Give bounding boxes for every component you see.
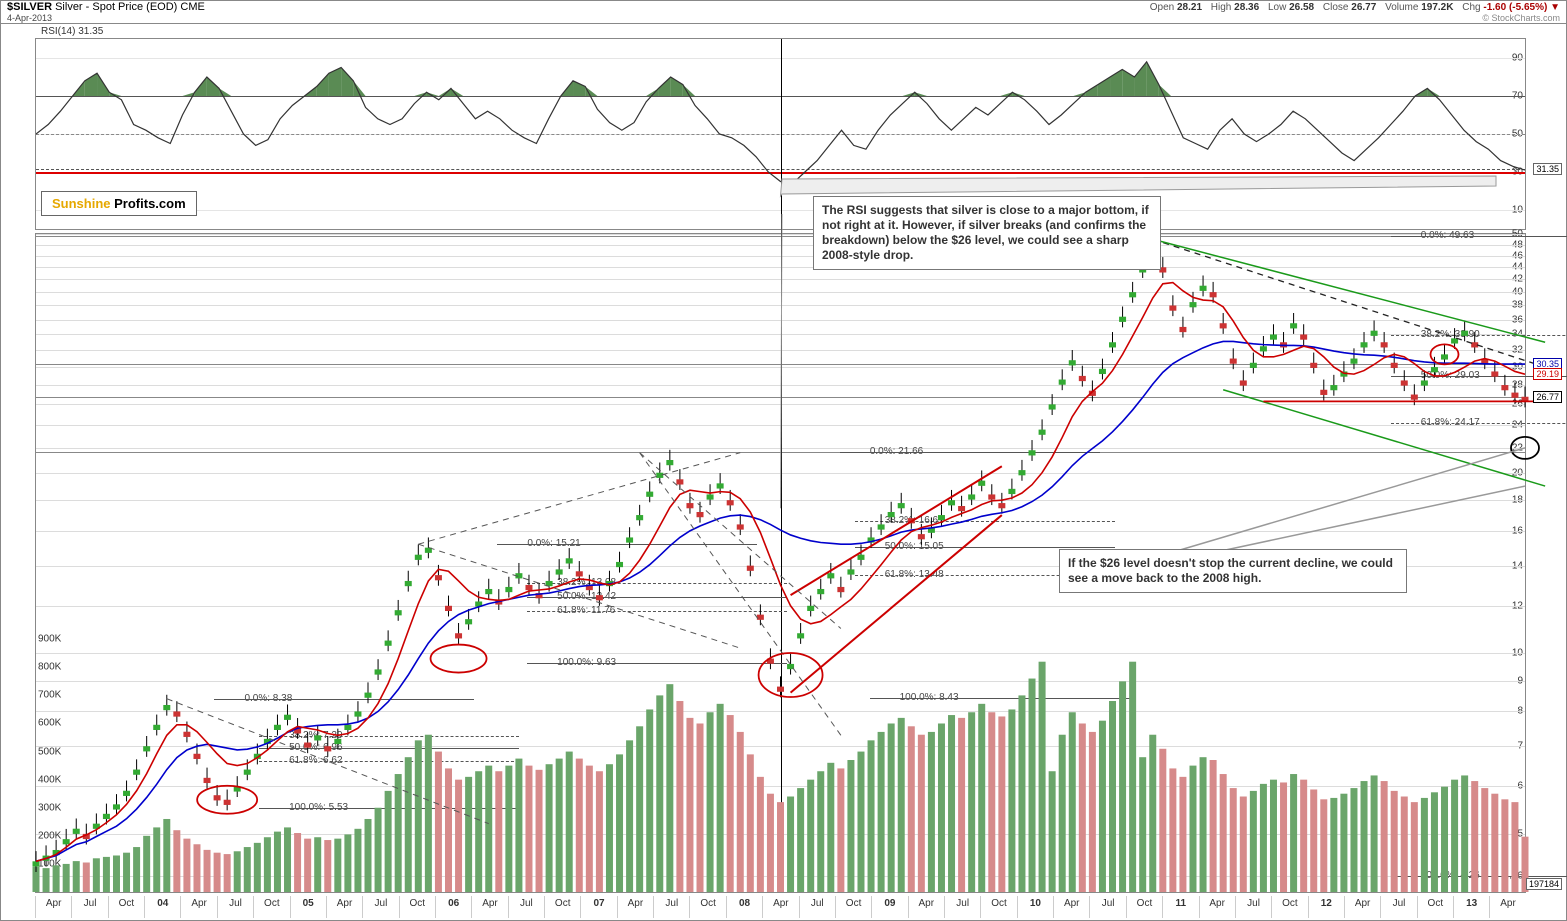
x-tick: Oct: [544, 896, 580, 918]
x-tick: 10: [1017, 896, 1053, 918]
x-tick: Jul: [944, 896, 980, 918]
x-tick: Apr: [617, 896, 653, 918]
x-tick: 07: [580, 896, 616, 918]
x-tick: Jul: [362, 896, 398, 918]
x-tick: Jul: [1089, 896, 1125, 918]
logo-watermark: Sunshine Profits.com: [41, 191, 197, 216]
x-tick: 11: [1162, 896, 1198, 918]
high-value: 28.36: [1234, 2, 1259, 13]
x-tick: Apr: [762, 896, 798, 918]
x-tick: Jul: [508, 896, 544, 918]
x-tick: Apr: [35, 896, 71, 918]
rsi-label: RSI(14): [41, 26, 75, 37]
x-tick: Apr: [908, 896, 944, 918]
ohlc-readout: Open 28.21 High 28.36 Low 26.58 Close 26…: [1150, 2, 1560, 23]
symbol-label: $SILVER: [7, 1, 52, 13]
close-value: 26.77: [1351, 2, 1376, 13]
chart-date: 4-Apr-2013: [7, 13, 205, 23]
x-tick: Oct: [835, 896, 871, 918]
x-tick: Oct: [399, 896, 435, 918]
x-tick: Jul: [653, 896, 689, 918]
rsi-legend: RSI(14) 31.35: [41, 26, 103, 37]
x-tick: Jul: [1235, 896, 1271, 918]
x-tick: Oct: [253, 896, 289, 918]
annotation-rsi-bottom: The RSI suggests that silver is close to…: [813, 196, 1161, 270]
chart-frame: $SILVER Silver - Spot Price (EOD) CME 4-…: [0, 0, 1567, 921]
x-tick: 05: [290, 896, 326, 918]
logo-part2: Profits.com: [111, 196, 186, 211]
x-tick: 13: [1453, 896, 1489, 918]
x-tick: Oct: [980, 896, 1016, 918]
chg-value: -1.60: [1483, 2, 1506, 13]
x-tick: 12: [1308, 896, 1344, 918]
x-tick: Apr: [471, 896, 507, 918]
x-tick: Apr: [1199, 896, 1235, 918]
low-value: 26.58: [1289, 2, 1314, 13]
volume-value: 197.2K: [1421, 2, 1453, 13]
chart-header: $SILVER Silver - Spot Price (EOD) CME 4-…: [1, 1, 1566, 24]
x-tick: Oct: [1126, 896, 1162, 918]
x-tick: 08: [726, 896, 762, 918]
x-tick: Oct: [689, 896, 725, 918]
x-tick: Oct: [1271, 896, 1307, 918]
x-tick: 04: [144, 896, 180, 918]
chg-pct-value: (-5.65%): [1509, 2, 1547, 13]
x-axis: AprJulOct04AprJulOct05AprJulOct06AprJulO…: [35, 896, 1526, 918]
x-tick: Apr: [1489, 896, 1525, 918]
source-label: © StockCharts.com: [1150, 13, 1560, 23]
x-tick: Apr: [1053, 896, 1089, 918]
x-tick: Jul: [799, 896, 835, 918]
annotation-26-level: If the $26 level doesn't stop the curren…: [1059, 549, 1407, 593]
x-tick: 09: [871, 896, 907, 918]
x-tick: Apr: [1344, 896, 1380, 918]
x-tick: 06: [435, 896, 471, 918]
x-tick: Oct: [1417, 896, 1453, 918]
x-tick: Apr: [326, 896, 362, 918]
x-tick: Jul: [217, 896, 253, 918]
open-value: 28.21: [1177, 2, 1202, 13]
exchange: CME: [180, 1, 204, 13]
x-tick: Oct: [108, 896, 144, 918]
x-tick: Jul: [71, 896, 107, 918]
logo-part1: Sunshine: [52, 196, 111, 211]
x-tick: Jul: [1380, 896, 1416, 918]
symbol-name: Silver - Spot Price (EOD): [55, 1, 177, 13]
x-tick: Apr: [180, 896, 216, 918]
rsi-current: 31.35: [78, 26, 103, 37]
